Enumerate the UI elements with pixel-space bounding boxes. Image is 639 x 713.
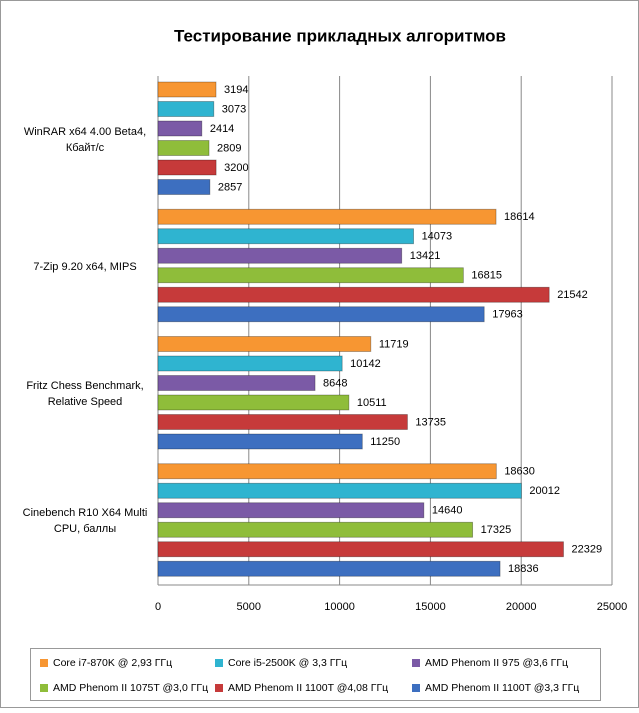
- legend-label: AMD Phenom II 1075T @3,0 ГГц: [53, 682, 208, 694]
- bar: [157, 81, 217, 98]
- bar: [157, 267, 464, 284]
- bar: [157, 101, 215, 117]
- value-label: 2857: [218, 181, 242, 193]
- bar: [157, 375, 316, 391]
- value-label: 13735: [415, 416, 446, 428]
- value-label: 3200: [224, 162, 248, 174]
- y-tick-label: Cinebench R10 X64 Multi CPU, баллы: [22, 507, 148, 536]
- value-label: 18836: [508, 563, 539, 575]
- value-label: 13421: [410, 250, 441, 262]
- bar: [157, 306, 485, 323]
- legend-swatch: [40, 659, 48, 667]
- bar: [157, 179, 211, 195]
- category-label-box: Cinebench R10 X64 Multi CPU, баллы: [22, 507, 148, 536]
- bar: [157, 140, 210, 156]
- bar: [157, 394, 350, 411]
- bar: [157, 560, 501, 577]
- legend-swatch: [40, 684, 48, 692]
- value-label: 3194: [224, 84, 248, 96]
- x-tick-label: 0: [155, 601, 161, 613]
- value-label: 11250: [370, 436, 400, 448]
- legend-swatch: [412, 684, 420, 692]
- value-label: 18614: [504, 211, 535, 223]
- category-label-box: WinRAR x64 4.00 Beta4, Кбайт/с: [23, 125, 147, 154]
- legend-frame: [30, 648, 601, 701]
- bar: [157, 541, 564, 558]
- value-label: 21542: [557, 289, 588, 301]
- x-tick-label: 20000: [506, 601, 537, 613]
- y-tick-label: WinRAR x64 4.00 Beta4, Кбайт/с: [23, 125, 147, 154]
- value-label: 10511: [357, 397, 387, 409]
- value-label: 2809: [217, 142, 241, 154]
- x-tick-label: 15000: [415, 601, 446, 613]
- legend-label: AMD Phenom II 975 @3,6 ГГц: [425, 657, 568, 669]
- value-label: 16815: [471, 270, 502, 282]
- value-label: 20012: [529, 485, 560, 497]
- category-label-box: Fritz Chess Benchmark, Relative Speed: [26, 380, 144, 409]
- bar: [157, 286, 550, 303]
- bar: [157, 433, 363, 450]
- value-label: 14073: [422, 231, 453, 243]
- legend-swatch: [412, 659, 420, 667]
- value-label: 8648: [323, 377, 347, 389]
- bar: [157, 208, 497, 225]
- legend-label: Core i5-2500K @ 3,3 ГГц: [228, 657, 347, 669]
- value-label: 3073: [222, 103, 246, 115]
- bar: [157, 502, 425, 519]
- y-tick-label: 7-Zip 9.20 x64, MIPS: [33, 260, 137, 273]
- value-label: 11719: [379, 338, 409, 350]
- x-tick-label: 5000: [237, 601, 261, 613]
- bar: [157, 521, 474, 538]
- legend-swatch: [215, 659, 223, 667]
- bar: [157, 120, 203, 137]
- legend-swatch: [215, 684, 223, 692]
- value-label: 22329: [571, 544, 602, 556]
- value-label: 17963: [492, 309, 523, 321]
- x-tick-label: 25000: [597, 601, 628, 613]
- legend-label: AMD Phenom II 1100T @3,3 ГГц: [425, 682, 579, 694]
- value-label: 2414: [210, 123, 234, 135]
- category-label-box: 7-Zip 9.20 x64, MIPS: [33, 260, 137, 273]
- x-tick-label: 10000: [324, 601, 355, 613]
- bar: [157, 336, 372, 352]
- value-label: 10142: [350, 358, 381, 370]
- bar: [157, 463, 497, 480]
- chart-title: Тестирование прикладных алгоритмов: [174, 26, 506, 45]
- value-label: 18630: [504, 466, 535, 478]
- bar: [157, 159, 217, 176]
- legend-label: AMD Phenom II 1100T @4,08 ГГц: [228, 682, 388, 694]
- bar: [157, 482, 522, 499]
- bar: [157, 414, 408, 430]
- legend-label: Core i7-870K @ 2,93 ГГц: [53, 657, 172, 669]
- value-label: 17325: [481, 524, 512, 536]
- value-label: 14640: [432, 505, 463, 517]
- y-tick-label: Fritz Chess Benchmark, Relative Speed: [26, 380, 144, 409]
- bar: [157, 355, 343, 372]
- bar: [157, 228, 414, 245]
- bar: [157, 247, 403, 264]
